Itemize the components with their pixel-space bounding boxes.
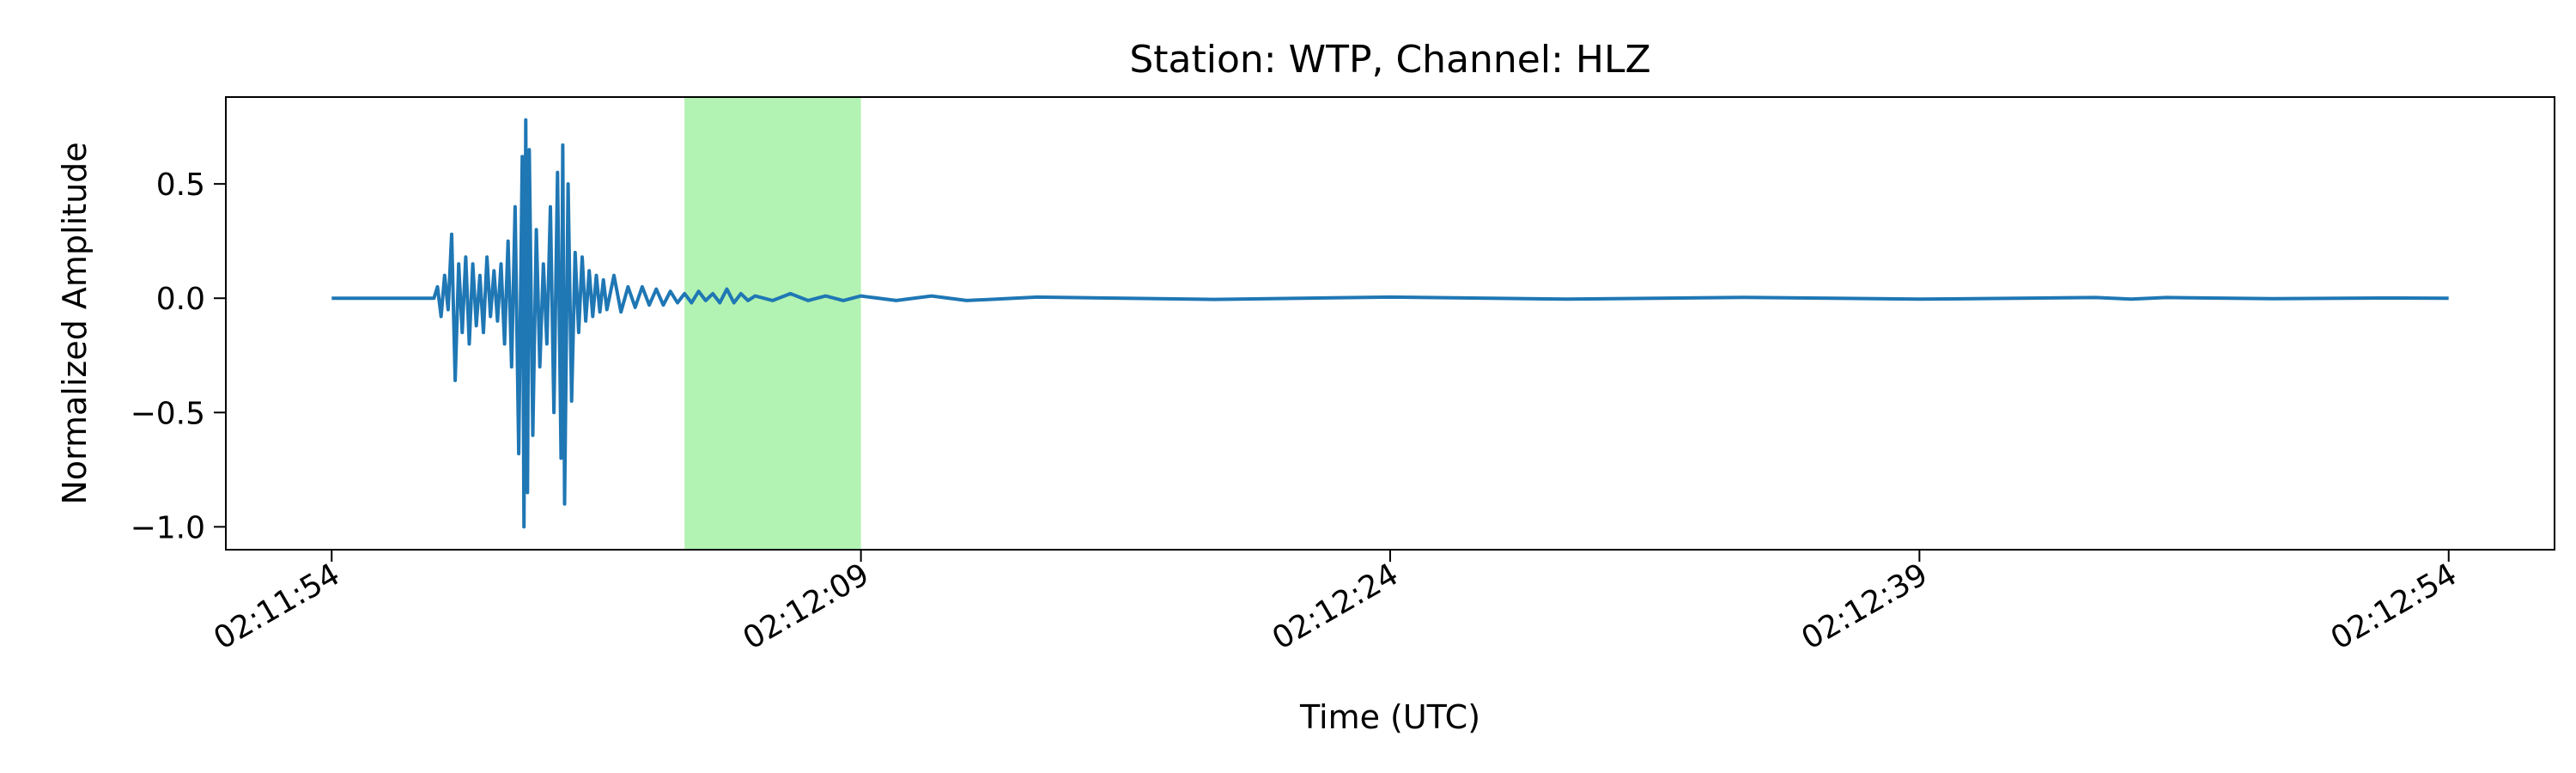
y-axis-label: Normalized Amplitude <box>56 142 94 504</box>
x-tick-label: 02:12:54 <box>2325 557 2464 656</box>
x-axis-label: Time (UTC) <box>1299 698 1480 736</box>
y-axis: 0.5 0.0 −0.5 −1.0 <box>131 167 226 545</box>
y-tick-label: −0.5 <box>131 396 205 431</box>
x-axis: 02:11:54 02:12:09 02:12:24 02:12:39 02:12:54 <box>208 550 2463 657</box>
y-tick-label: 0.0 <box>156 282 205 317</box>
waveform-line-0 <box>331 118 2449 529</box>
chart-title: Station: WTP, Channel: HLZ <box>1129 38 1650 82</box>
x-tick-label: 02:12:39 <box>1795 557 1934 656</box>
highlight-window <box>684 97 861 550</box>
series-layer <box>331 118 2449 529</box>
x-tick-label: 02:11:54 <box>208 557 346 656</box>
y-tick-label: −1.0 <box>131 510 205 545</box>
highlight-layer <box>684 97 861 550</box>
x-tick-label: 02:12:24 <box>1267 557 1405 656</box>
x-tick-label: 02:12:09 <box>738 557 876 656</box>
y-tick-label: 0.5 <box>156 167 205 203</box>
